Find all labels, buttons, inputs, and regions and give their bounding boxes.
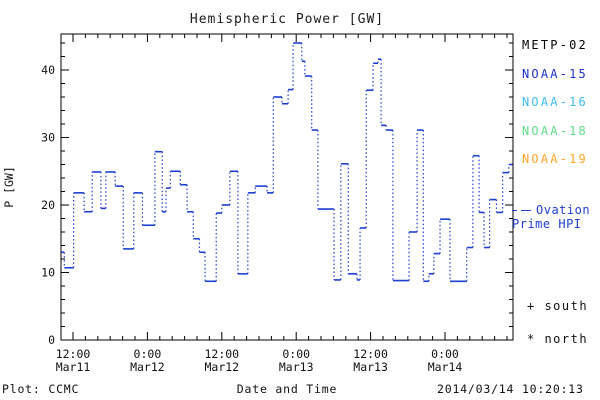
y-tick-label: 20 <box>41 198 55 212</box>
x-tick-date-label: Mar14 <box>428 360 463 374</box>
legend-item-noaa-19: NOAA-19 <box>522 152 588 166</box>
x-tick-date-label: Mar12 <box>204 360 239 374</box>
legend-dash-icon <box>521 210 531 211</box>
south-marker-note: + south <box>527 299 589 313</box>
plot-credit: Plot: CCMC <box>2 382 80 396</box>
plot-border <box>60 33 514 341</box>
ovation-label-line2: Prime HPI <box>512 217 582 231</box>
legend-dash-icon <box>512 210 517 211</box>
y-tick-label: 10 <box>41 266 55 280</box>
x-axis-caption: Date and Time <box>236 382 338 396</box>
y-axis-title: P [GW] <box>2 166 16 208</box>
x-tick-time-label: 12:00 <box>56 347 91 361</box>
x-tick-date-label: Mar13 <box>353 360 388 374</box>
x-tick-time-label: 0:00 <box>134 347 162 361</box>
plot-timestamp: 2014/03/14 10:20:13 <box>437 382 584 396</box>
ovation-prime-hpi-label: Ovation Prime HPI <box>512 203 600 231</box>
ovation-label-line1: Ovation <box>536 203 591 217</box>
y-tick-label: 30 <box>41 131 55 145</box>
x-tick-time-label: 0:00 <box>282 347 310 361</box>
x-tick-time-label: 12:00 <box>204 347 239 361</box>
legend-item-noaa-18: NOAA-18 <box>522 123 588 138</box>
legend-item-noaa-16: NOAA-16 <box>522 95 588 109</box>
legend-item-noaa-15: NOAA-15 <box>522 66 588 81</box>
data-series-ovation-prime-hpi <box>61 42 513 283</box>
y-tick-label: 0 <box>48 333 55 347</box>
chart-title: Hemispheric Power [GW] <box>189 12 385 27</box>
satellite-legend: METP-02 NOAA-15 NOAA-16 NOAA-18 NOAA-19 <box>522 38 600 181</box>
x-tick-time-label: 0:00 <box>431 347 459 361</box>
x-tick-date-label: Mar12 <box>130 360 165 374</box>
legend-item-metp-02: METP-02 <box>522 38 588 52</box>
north-marker-note: * north <box>527 332 589 346</box>
y-tick-label: 40 <box>41 63 55 77</box>
x-tick-time-label: 12:00 <box>353 347 388 361</box>
x-tick-date-label: Mar11 <box>56 360 91 374</box>
x-tick-date-label: Mar13 <box>279 360 314 374</box>
